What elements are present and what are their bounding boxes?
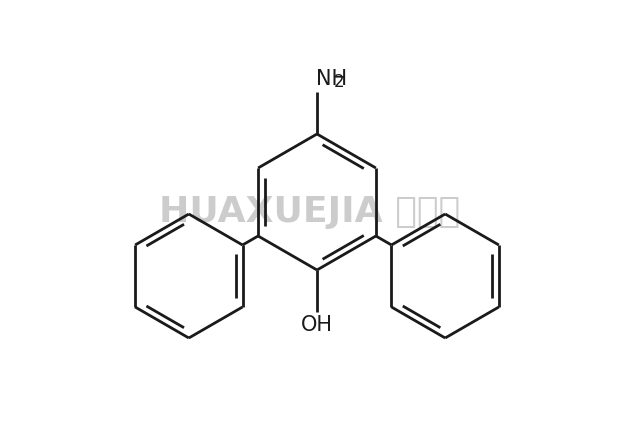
Text: OH: OH (301, 315, 333, 335)
Text: NH: NH (316, 69, 347, 89)
Text: 2: 2 (334, 73, 345, 91)
Text: HUAXUEJIA 化学加: HUAXUEJIA 化学加 (159, 195, 460, 229)
